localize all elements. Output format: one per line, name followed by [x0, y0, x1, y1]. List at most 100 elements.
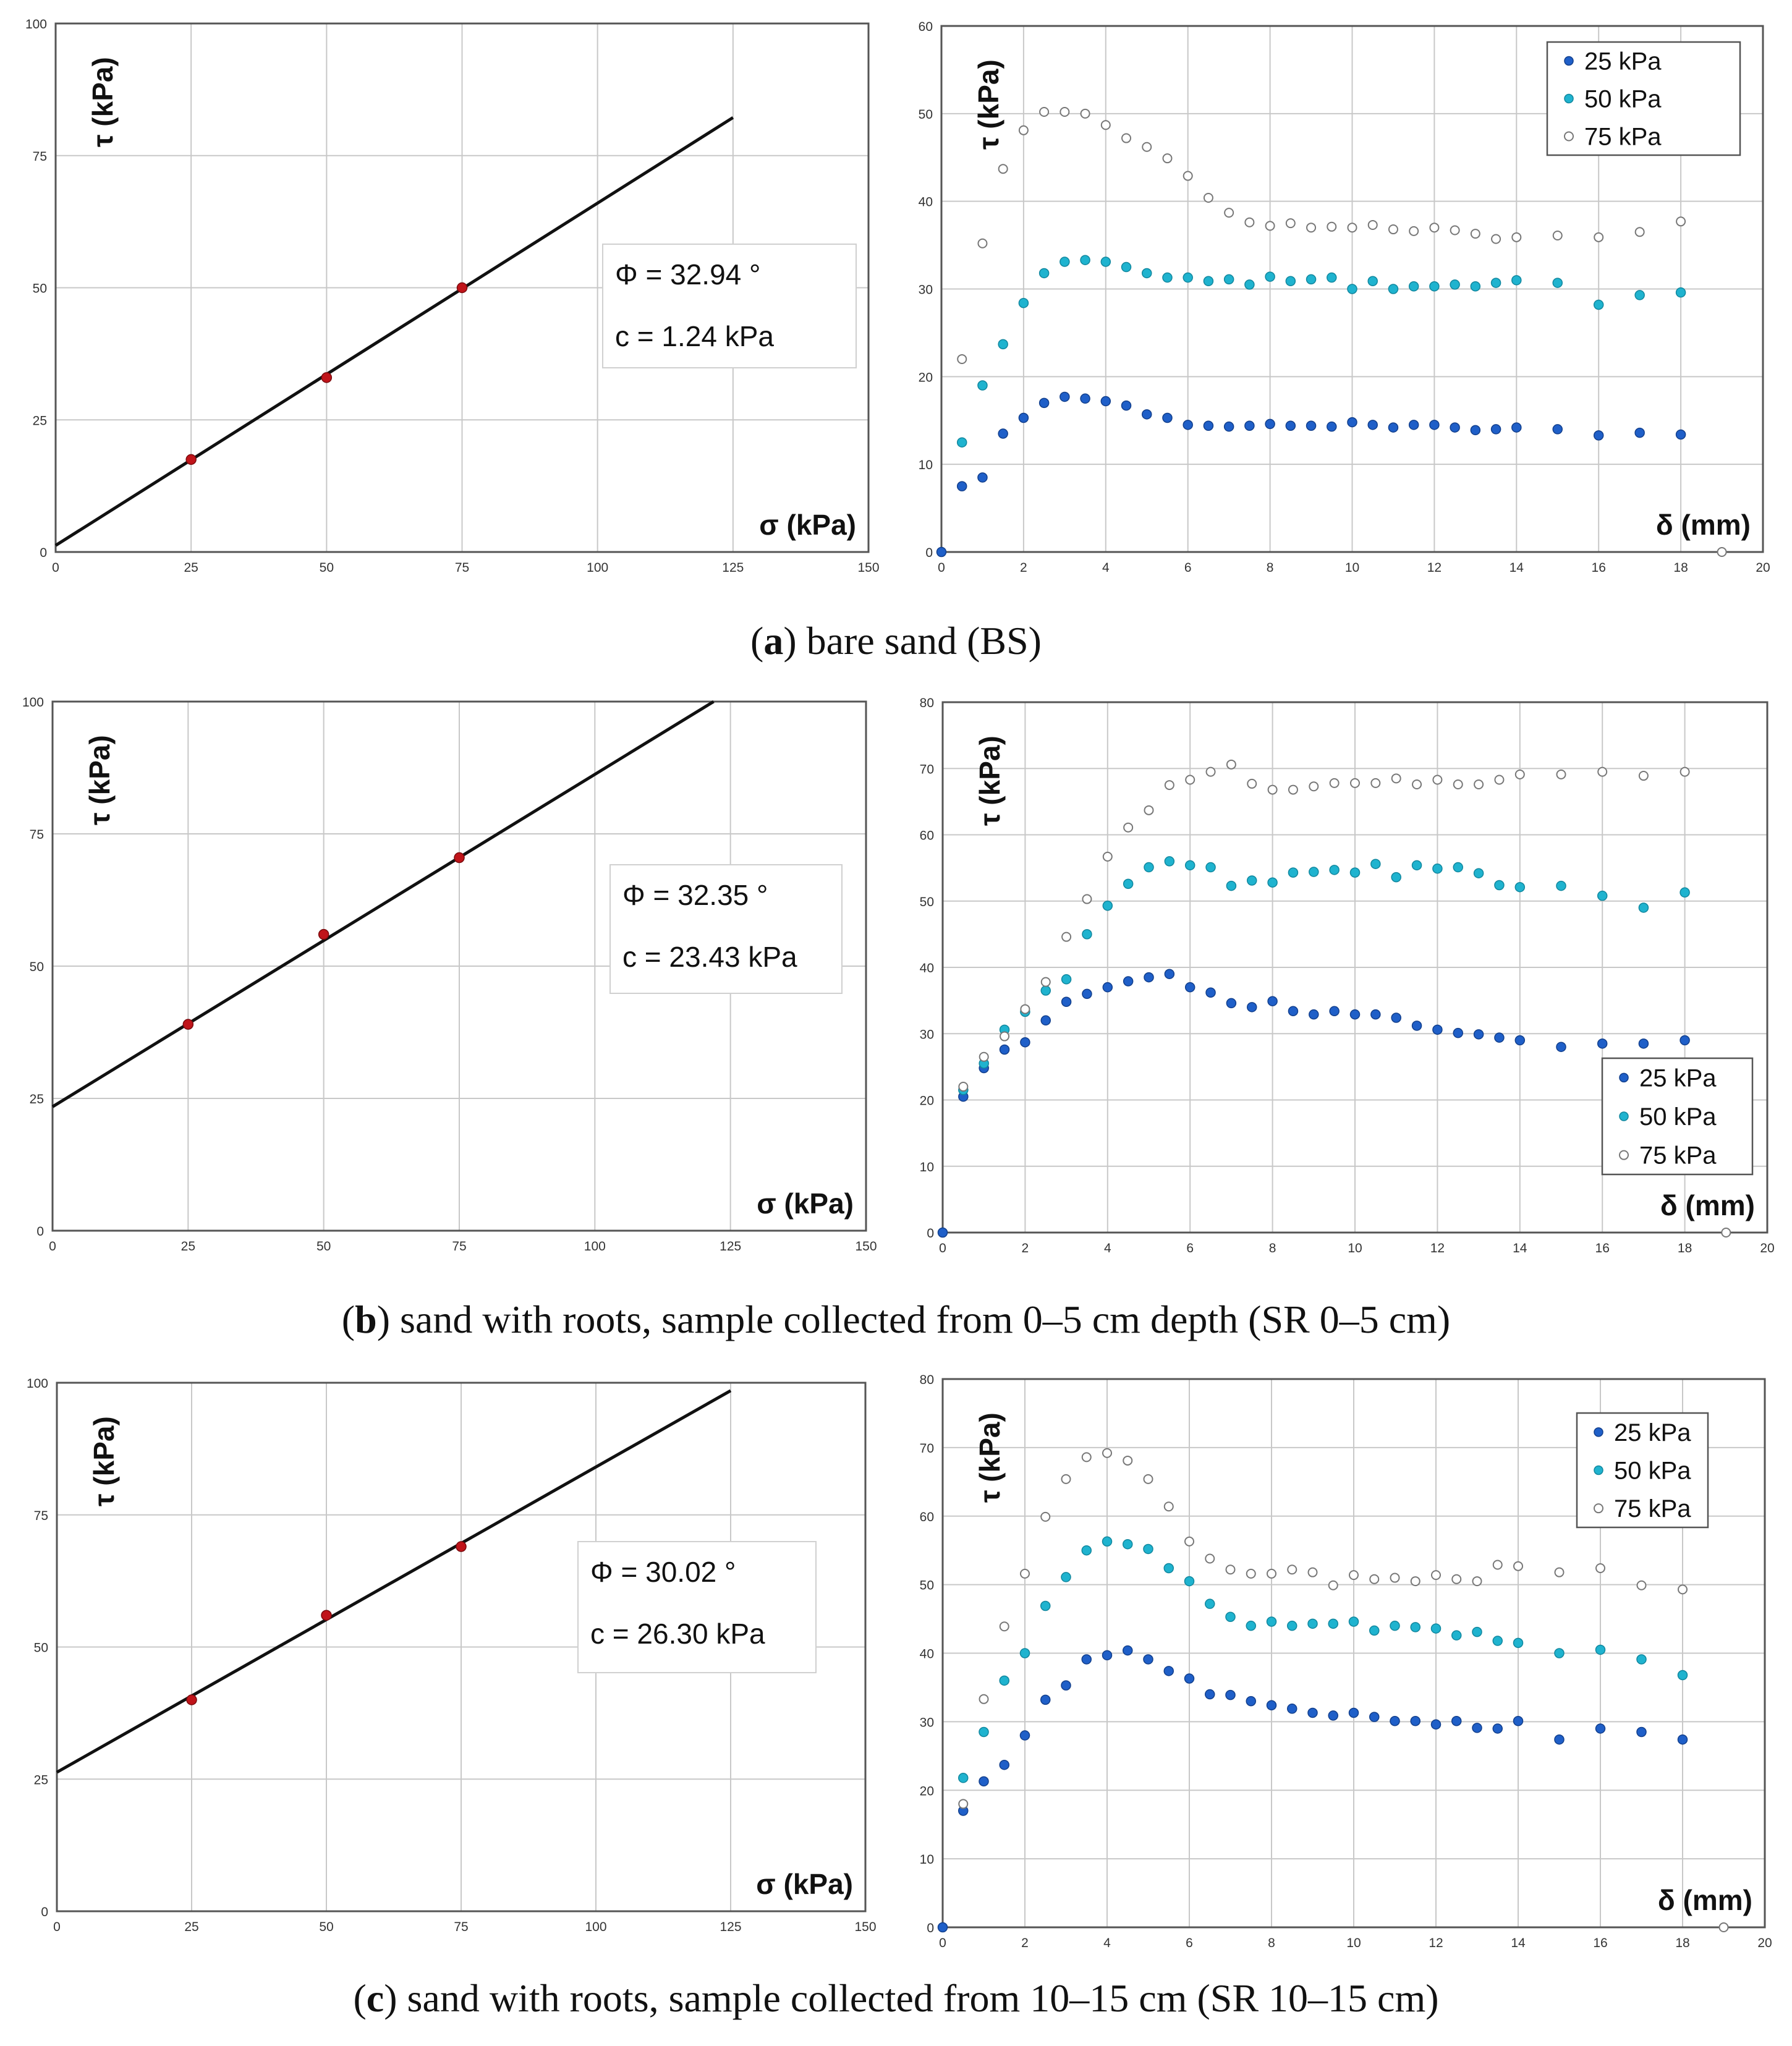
y-tick-label: 0 — [927, 1226, 934, 1241]
series-point — [1595, 1563, 1605, 1574]
series-point — [1020, 1568, 1030, 1579]
series-point — [1142, 409, 1152, 420]
x-tick-label: 12 — [1430, 1241, 1445, 1255]
series-point — [1473, 868, 1484, 878]
series-point — [1162, 412, 1173, 423]
series-point — [1247, 778, 1257, 789]
legend-box — [1546, 41, 1741, 156]
series-point — [1593, 299, 1604, 310]
y-tick-label: 10 — [919, 458, 933, 472]
series-point — [956, 437, 967, 448]
plot-frame — [940, 25, 1764, 553]
x-tick-label: 4 — [1103, 1936, 1111, 1950]
series-point — [1511, 422, 1522, 433]
chart-b-left: 0 25 50 75 100 125 150 0 25 50 75 100 τ (kPa) σ (kPa)… — [22, 695, 877, 1254]
series-point — [999, 1044, 1010, 1055]
series-point — [1451, 1574, 1462, 1584]
series-point — [1678, 1584, 1688, 1595]
series-point — [1287, 1564, 1297, 1575]
series-point — [1679, 1035, 1690, 1046]
series-point — [1367, 276, 1378, 286]
series-point — [1059, 106, 1070, 117]
series-point — [1472, 1576, 1482, 1587]
series-point — [1184, 1536, 1194, 1547]
series-point — [1636, 1580, 1647, 1590]
series-point — [956, 481, 967, 491]
series-point — [1059, 391, 1070, 402]
y-tick-label: 70 — [920, 762, 934, 776]
series-point — [1203, 276, 1214, 286]
chart-a-right: 0 2 4 6 8 10 12 14 16 18 20 0 10 20 30 40 50 60 τ (kPa) δ (… — [919, 20, 1770, 575]
series-point — [1367, 420, 1378, 430]
series-point — [1329, 1006, 1340, 1017]
x-tick-label: 0 — [939, 1936, 946, 1950]
series-point — [1123, 878, 1134, 889]
legend-marker — [1564, 93, 1574, 104]
series-point — [1061, 974, 1072, 985]
series-point — [1677, 1670, 1688, 1681]
series-point — [1556, 880, 1566, 891]
series-point — [1082, 894, 1092, 904]
series-point — [1369, 1625, 1380, 1636]
series-point — [1040, 1511, 1051, 1522]
series-point — [1081, 1545, 1092, 1556]
series-point — [1123, 1539, 1133, 1550]
x-axis-label: σ (kPa) — [757, 1187, 854, 1220]
series-point — [1059, 257, 1070, 267]
series-point — [1080, 255, 1090, 265]
series-point — [1554, 1648, 1565, 1658]
series-point — [1185, 775, 1195, 785]
series-point — [1164, 780, 1174, 791]
series-point — [977, 238, 988, 248]
series-point — [1285, 218, 1296, 229]
series-point — [1390, 1620, 1400, 1631]
y-tick-label: 50 — [34, 1641, 48, 1655]
legend-label: 50 kPa — [1639, 1103, 1717, 1131]
friction-angle-text: Φ = 30.02 ° — [590, 1556, 736, 1588]
plot-frame — [941, 1378, 1766, 1929]
series-point — [1203, 420, 1214, 431]
series-point — [1225, 1611, 1236, 1622]
series-point — [1224, 208, 1234, 218]
y-tick-label: 0 — [927, 1921, 934, 1935]
series-point — [1679, 887, 1690, 898]
series-point — [1020, 1037, 1030, 1048]
series-point — [1183, 171, 1193, 181]
series-point — [1410, 1576, 1420, 1587]
series-point — [1306, 274, 1317, 285]
series-point — [1061, 1680, 1071, 1691]
series-point — [957, 354, 967, 364]
x-tick-label: 50 — [316, 1239, 331, 1254]
series-point — [1018, 125, 1029, 135]
series-point — [1205, 1553, 1215, 1564]
series-point — [1347, 223, 1357, 233]
series-point — [1411, 860, 1422, 871]
series-point — [1675, 429, 1686, 440]
series-point — [977, 472, 988, 483]
series-point — [1267, 877, 1278, 888]
y-axis-label: τ (kPa) — [88, 1416, 120, 1506]
series-point — [1121, 261, 1132, 273]
y-axis-label: τ (kPa) — [974, 736, 1006, 826]
x-tick-label: 18 — [1675, 1936, 1689, 1950]
series-point — [1143, 1654, 1153, 1665]
series-point — [1309, 1009, 1319, 1020]
series-point — [1040, 1015, 1051, 1026]
series-point — [1100, 120, 1111, 130]
series-point — [1328, 1710, 1338, 1721]
series-point — [1450, 225, 1460, 236]
y-tick-label: 20 — [920, 1094, 934, 1108]
series-point — [1721, 1228, 1731, 1237]
series-point — [1597, 1038, 1608, 1049]
series-point — [1412, 779, 1422, 789]
series-point — [1163, 1501, 1174, 1512]
series-point — [1494, 775, 1505, 785]
y-tick-label: 25 — [30, 1092, 44, 1106]
series-point — [1267, 996, 1278, 1006]
x-tick-label: 150 — [855, 1239, 877, 1254]
legend-marker — [1564, 56, 1574, 66]
series-point — [1288, 1006, 1299, 1017]
series-point — [1350, 778, 1360, 788]
y-tick-label: 0 — [925, 546, 933, 560]
x-tick-label: 2 — [1022, 1241, 1029, 1255]
